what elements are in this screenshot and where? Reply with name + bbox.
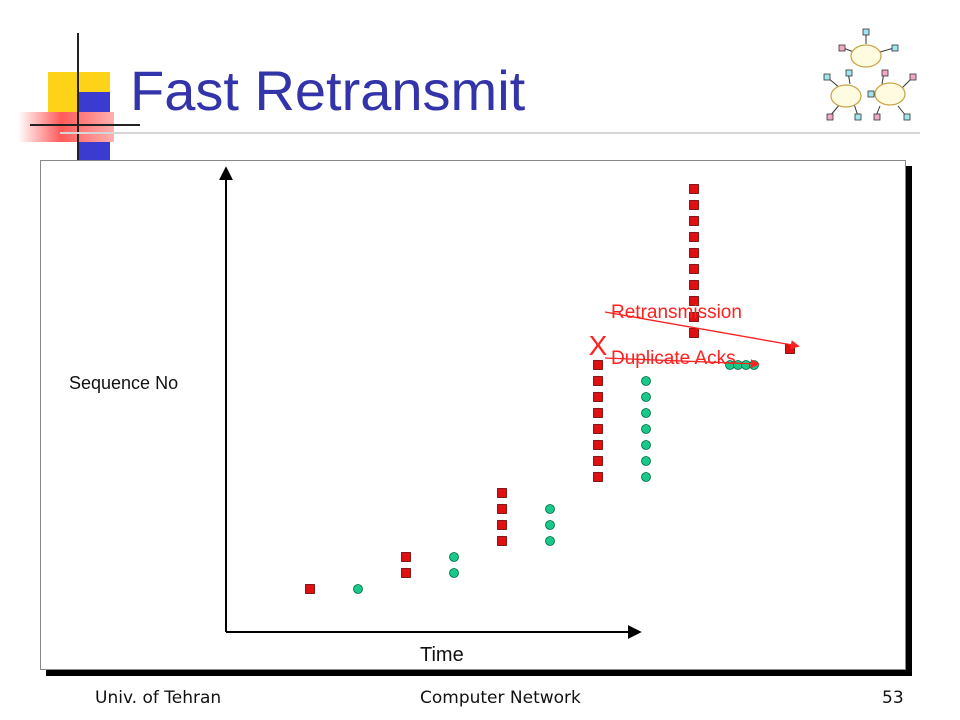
packet-marker xyxy=(593,392,603,402)
retransmission-marker xyxy=(785,344,795,354)
network-icon xyxy=(823,28,917,121)
ack-marker xyxy=(641,472,651,482)
decor-pink-glow xyxy=(18,112,114,142)
packet-marker xyxy=(593,472,603,482)
ack-marker xyxy=(641,440,651,450)
footer-course: Computer Network xyxy=(420,688,581,708)
slide-title: Fast Retransmit xyxy=(130,59,526,122)
packet-marker xyxy=(593,456,603,466)
footer-page-number: 53 xyxy=(882,688,904,708)
ack-marker xyxy=(641,456,651,466)
packet-marker xyxy=(689,264,699,274)
ack-marker xyxy=(545,504,555,514)
duplicate-ack-marker xyxy=(749,360,759,370)
packet-marker xyxy=(305,584,315,594)
packet-marker xyxy=(593,440,603,450)
ack-marker xyxy=(353,584,363,594)
chart-annotations: Retransmission Duplicate Acks xyxy=(604,302,800,369)
annotation-retransmission: Retransmission xyxy=(611,302,742,323)
packet-marker xyxy=(593,360,603,370)
ack-marker xyxy=(641,424,651,434)
packet-marker xyxy=(689,312,699,322)
packet-marker xyxy=(593,424,603,434)
packet-marker xyxy=(689,184,699,194)
title-divider xyxy=(60,132,920,134)
ack-marker xyxy=(449,552,459,562)
packet-marker xyxy=(497,488,507,498)
packet-marker xyxy=(689,216,699,226)
packet-marker xyxy=(497,504,507,514)
packet-marker xyxy=(689,248,699,258)
x-axis-label: Time xyxy=(420,644,464,666)
y-axis-label: Sequence No xyxy=(69,373,178,393)
packet-marker xyxy=(689,296,699,306)
packet-marker xyxy=(497,520,507,530)
packet-marker xyxy=(593,376,603,386)
ack-marker xyxy=(449,568,459,578)
packet-marker xyxy=(401,568,411,578)
annotation-arrow xyxy=(604,357,760,369)
packet-marker xyxy=(593,408,603,418)
lost-packet-marker: X xyxy=(589,330,608,361)
packet-marker xyxy=(689,200,699,210)
packet-marker xyxy=(689,328,699,338)
packet-marker xyxy=(689,232,699,242)
annotation-arrow xyxy=(604,311,800,350)
chart-marks: X xyxy=(305,184,795,594)
packet-marker xyxy=(401,552,411,562)
ack-marker xyxy=(641,392,651,402)
annotation-duplicate-acks: Duplicate Acks xyxy=(611,348,736,369)
chart-panel: Sequence No Time X Retransmission Duplica… xyxy=(40,160,906,670)
packet-marker xyxy=(689,280,699,290)
ack-marker xyxy=(545,520,555,530)
ack-marker xyxy=(641,408,651,418)
ack-marker xyxy=(641,376,651,386)
packet-marker xyxy=(497,536,507,546)
decor-vertical-line xyxy=(77,33,79,161)
footer-university: Univ. of Tehran xyxy=(95,688,222,708)
decor-horizontal-line xyxy=(30,124,140,126)
ack-marker xyxy=(545,536,555,546)
sequence-time-chart: Sequence No Time X Retransmission Duplica… xyxy=(69,166,800,666)
